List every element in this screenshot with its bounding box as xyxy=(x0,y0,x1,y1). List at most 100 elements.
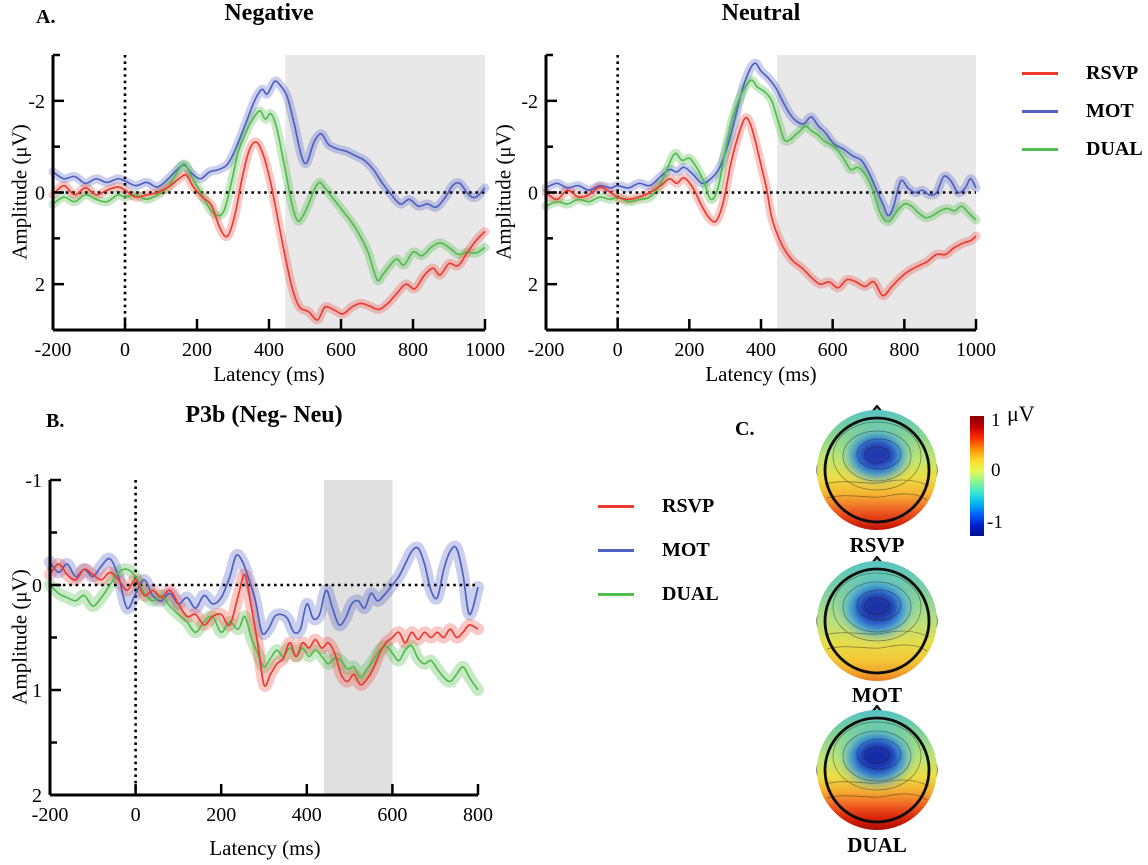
legend-label: RSVP xyxy=(1086,61,1139,84)
field-details xyxy=(824,421,930,501)
x-tick-label: 600 xyxy=(818,339,848,361)
legend-item-rsvp: RSVP xyxy=(1022,54,1143,92)
x-tick-label: 200 xyxy=(182,339,212,361)
rsvp-waveform xyxy=(545,116,977,297)
head-outline xyxy=(823,716,931,824)
rsvp-line-swatch xyxy=(1022,71,1058,75)
contour-lines xyxy=(824,572,930,652)
y-tick-label: 2 xyxy=(32,785,42,807)
x-tick-label: 200 xyxy=(674,339,704,361)
topomap-rsvp xyxy=(807,398,947,542)
y-tick-label: -2 xyxy=(28,91,45,113)
legend-item-rsvp: RSVP xyxy=(598,484,719,528)
topomap-mot xyxy=(807,549,947,693)
y-tick-label: 1 xyxy=(32,680,42,702)
negative-erp-chart: -200 0 200 400 600 800 1000 -2 0 2 xyxy=(28,53,505,361)
legend-label: DUAL xyxy=(662,582,719,605)
field-details xyxy=(824,572,930,652)
legend-item-dual: DUAL xyxy=(598,572,719,616)
p3b-difference-chart: -200 0 200 400 600 800 -1 0 1 2 xyxy=(25,470,493,826)
x-tick-label: 600 xyxy=(326,339,356,361)
dual-waveform xyxy=(545,79,977,223)
y-tick-label: 2 xyxy=(35,274,45,296)
tick-labels: -200 0 200 400 600 800 -1 0 1 2 xyxy=(25,470,493,826)
head-outline xyxy=(823,416,931,524)
colorbar-unit-label: μV xyxy=(1007,401,1035,426)
tick-marks xyxy=(51,53,487,332)
colorbar-tick-zero: 0 xyxy=(991,460,1001,481)
panel-a-label: A. xyxy=(36,6,56,28)
topomap-rsvp-svg xyxy=(816,404,938,530)
negative-title: Negative xyxy=(224,0,314,26)
negative-focus-core xyxy=(860,441,894,467)
y-tick-label: 2 xyxy=(528,274,538,296)
significance-shade xyxy=(323,480,393,795)
colorbar-tick-max: 1 xyxy=(991,410,1001,431)
x-tick-label: -200 xyxy=(528,339,565,361)
condition-legend-b: RSVP MOT DUAL xyxy=(598,484,719,616)
x-tick-label: -200 xyxy=(35,339,72,361)
x-tick-label: 0 xyxy=(613,339,623,361)
tick-marks xyxy=(48,478,480,797)
x-tick-label: 800 xyxy=(398,339,428,361)
dual-waveform xyxy=(52,110,486,282)
x-tick-label: 400 xyxy=(292,804,322,826)
contour-lines xyxy=(824,421,930,501)
mot-waveform xyxy=(49,545,479,635)
dual-line-swatch xyxy=(598,592,634,596)
y-tick-label: 0 xyxy=(35,183,45,205)
legend-item-mot: MOT xyxy=(598,528,719,572)
legend-label: MOT xyxy=(1086,99,1134,122)
rsvp-waveform xyxy=(49,563,479,687)
p3b-title: P3b (Neg- Neu) xyxy=(185,402,343,428)
rsvp-waveform xyxy=(52,141,486,321)
mot-line-swatch xyxy=(1022,109,1058,113)
topomap-rsvp-label: RSVP xyxy=(849,533,905,557)
neutral-erp-chart: -200 0 200 400 600 800 1000 -2 0 2 xyxy=(521,53,996,361)
topomap-dual xyxy=(807,698,947,842)
y-tick-label: -2 xyxy=(521,91,538,113)
mot-waveform xyxy=(52,80,486,209)
legend-item-mot: MOT xyxy=(1022,92,1143,130)
mot-waveform xyxy=(545,62,977,217)
topomap-dual-svg xyxy=(816,704,938,830)
head-outline xyxy=(823,567,931,675)
x-tick-label: 800 xyxy=(463,804,493,826)
neutral-title: Neutral xyxy=(721,0,801,26)
y-tick-label: 0 xyxy=(32,575,42,597)
x-tick-label: 600 xyxy=(377,804,407,826)
topomap-dual-label: DUAL xyxy=(847,833,907,857)
x-tick-label: -200 xyxy=(32,804,69,826)
x-tick-label: 400 xyxy=(746,339,776,361)
p3b-x-axis-label: Latency (ms) xyxy=(209,836,321,860)
legend-label: DUAL xyxy=(1086,137,1143,160)
y-tick-label: -1 xyxy=(25,470,42,492)
x-tick-label: 1000 xyxy=(465,339,505,361)
x-tick-label: 1000 xyxy=(956,339,996,361)
negative-x-axis-label: Latency (ms) xyxy=(213,362,325,386)
x-tick-label: 800 xyxy=(889,339,919,361)
panel-c-label: C. xyxy=(735,418,755,440)
neutral-x-axis-label: Latency (ms) xyxy=(705,362,817,386)
tick-labels: -200 0 200 400 600 800 1000 -2 0 2 xyxy=(28,91,505,361)
mot-line-swatch xyxy=(598,548,634,552)
mot-error-band xyxy=(44,540,484,641)
negative-focus-core xyxy=(858,742,896,770)
x-tick-label: 0 xyxy=(131,804,141,826)
x-tick-label: 0 xyxy=(120,339,130,361)
field-details xyxy=(824,721,930,801)
contour-lines xyxy=(824,721,930,801)
topomap-mot-label: MOT xyxy=(851,683,903,707)
colorbar xyxy=(970,416,984,536)
negative-focus-core xyxy=(858,593,896,621)
legend-item-dual: DUAL xyxy=(1022,130,1143,168)
tick-labels: -200 0 200 400 600 800 1000 -2 0 2 xyxy=(521,91,996,361)
legend-label: MOT xyxy=(662,538,710,561)
topomap-mot-svg xyxy=(816,555,938,681)
panel-b-label: B. xyxy=(46,410,65,432)
y-tick-label: 0 xyxy=(528,183,538,205)
dual-line-swatch xyxy=(1022,147,1058,151)
x-tick-label: 200 xyxy=(206,804,236,826)
condition-legend-a: RSVP MOT DUAL xyxy=(1022,54,1143,168)
